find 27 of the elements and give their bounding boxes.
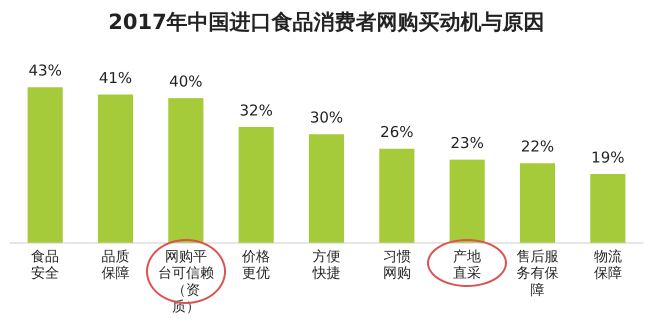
bar — [520, 163, 556, 243]
data-label: 26% — [380, 123, 414, 142]
x-tick-label: 方便快捷 — [312, 248, 340, 282]
bar — [450, 160, 485, 243]
x-tick-label: 食品安全 — [31, 248, 60, 282]
bar — [168, 98, 204, 243]
data-label: 43% — [28, 62, 62, 80]
data-label: 40% — [169, 72, 203, 90]
x-tick-label: 产地直采 — [453, 248, 482, 282]
x-tick-label: 售后服务有保障 — [516, 248, 558, 298]
data-label: 22% — [520, 138, 554, 156]
data-label: 19% — [591, 148, 625, 166]
data-label: 30% — [310, 108, 344, 127]
x-tick-label: 价格更优 — [241, 248, 270, 282]
bar — [28, 87, 63, 243]
bar — [590, 174, 626, 243]
bar — [98, 94, 134, 243]
data-label: 32% — [239, 101, 273, 120]
bar — [379, 148, 414, 243]
data-label: 41% — [98, 68, 132, 87]
chart-title: 2017年中国进口食品消费者网购买动机与原因 — [107, 9, 546, 36]
bar — [308, 134, 344, 243]
x-tick-label: 习惯网购 — [382, 248, 411, 282]
x-tick-label: 品质保障 — [102, 248, 130, 282]
data-label: 23% — [450, 134, 484, 152]
x-tick-label: 物流保障 — [594, 248, 622, 282]
bar — [238, 127, 274, 243]
